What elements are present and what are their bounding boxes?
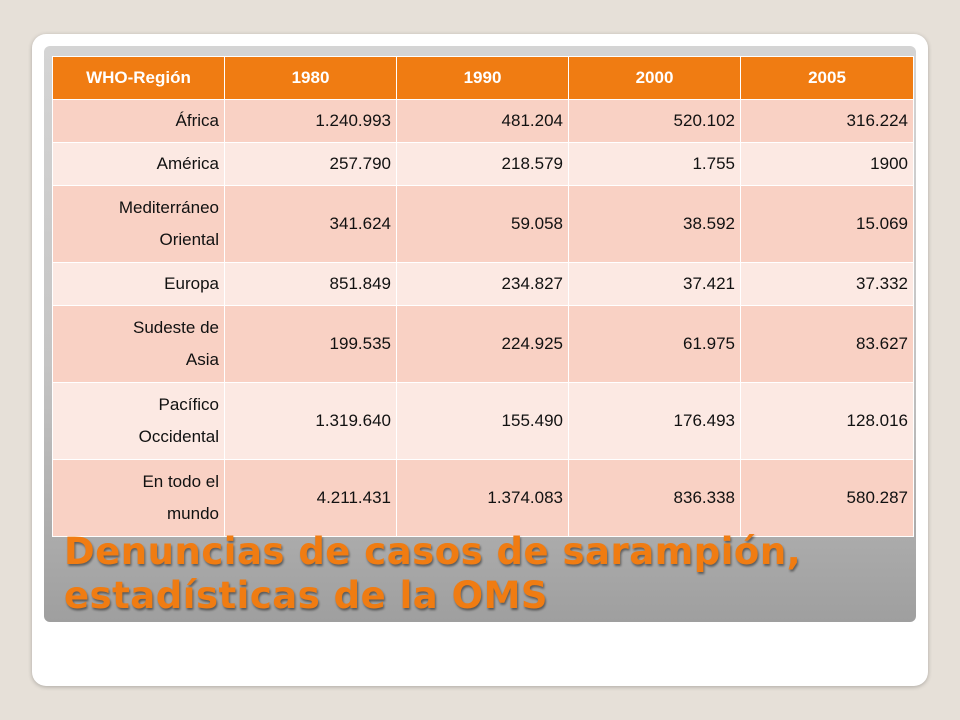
- region-label: América: [156, 154, 219, 173]
- region-cell: Pacífico Occidental: [52, 382, 225, 460]
- value-cell: 1.240.993: [224, 99, 397, 143]
- value-cell: 520.102: [568, 99, 741, 143]
- region-label: Europa: [164, 274, 219, 293]
- header-1980: 1980: [224, 56, 397, 100]
- region-label: En todo el: [142, 472, 219, 491]
- region-cell: Mediterráneo Oriental: [52, 185, 225, 263]
- region-label: Pacífico: [158, 395, 219, 414]
- table-row: América 257.790 218.579 1.755 1900: [52, 142, 914, 186]
- value-cell: 316.224: [740, 99, 914, 143]
- value-cell: 199.535: [224, 305, 397, 383]
- value-cell: 15.069: [740, 185, 914, 263]
- region-cell: América: [52, 142, 225, 186]
- measles-cases-table: WHO-Región 1980 1990 2000 2005 África 1.…: [52, 56, 914, 537]
- table-row: En todo el mundo 4.211.431 1.374.083 836.…: [52, 459, 914, 537]
- value-cell: 224.925: [396, 305, 569, 383]
- table-row: Europa 851.849 234.827 37.421 37.332: [52, 262, 914, 306]
- region-label: Oriental: [159, 230, 219, 249]
- region-label: mundo: [167, 504, 219, 523]
- value-cell: 1.319.640: [224, 382, 397, 460]
- value-cell: 61.975: [568, 305, 741, 383]
- value-cell: 1.374.083: [396, 459, 569, 537]
- value-cell: 1900: [740, 142, 914, 186]
- table-row: África 1.240.993 481.204 520.102 316.224: [52, 99, 914, 143]
- region-label: Asia: [185, 350, 219, 369]
- region-label: Mediterráneo: [118, 198, 219, 217]
- value-cell: 38.592: [568, 185, 741, 263]
- region-cell: Europa: [52, 262, 225, 306]
- region-cell: Sudeste de Asia: [52, 305, 225, 383]
- region-label: Occidental: [138, 427, 219, 446]
- header-2005: 2005: [740, 56, 914, 100]
- value-cell: 234.827: [396, 262, 569, 306]
- value-cell: 4.211.431: [224, 459, 397, 537]
- slide-title-line: Denuncias de casos de sarampión,: [64, 530, 802, 573]
- value-cell: 37.421: [568, 262, 741, 306]
- region-label: Sudeste de: [132, 318, 219, 337]
- slide-title: Denuncias de casos de sarampión, estadíst…: [64, 530, 924, 618]
- value-cell: 128.016: [740, 382, 914, 460]
- value-cell: 481.204: [396, 99, 569, 143]
- header-region: WHO-Región: [52, 56, 225, 100]
- value-cell: 59.058: [396, 185, 569, 263]
- value-cell: 218.579: [396, 142, 569, 186]
- header-1990: 1990: [396, 56, 569, 100]
- table-row: Mediterráneo Oriental 341.624 59.058 38.5…: [52, 185, 914, 263]
- value-cell: 1.755: [568, 142, 741, 186]
- value-cell: 851.849: [224, 262, 397, 306]
- value-cell: 341.624: [224, 185, 397, 263]
- value-cell: 176.493: [568, 382, 741, 460]
- header-2000: 2000: [568, 56, 741, 100]
- value-cell: 836.338: [568, 459, 741, 537]
- region-cell: África: [52, 99, 225, 143]
- table-row: Sudeste de Asia 199.535 224.925 61.975 83…: [52, 305, 914, 383]
- slide-title-line: estadísticas de la OMS: [64, 574, 549, 617]
- region-cell: En todo el mundo: [52, 459, 225, 537]
- value-cell: 83.627: [740, 305, 914, 383]
- region-label: África: [175, 111, 219, 130]
- table-header-row: WHO-Región 1980 1990 2000 2005: [52, 56, 914, 100]
- value-cell: 37.332: [740, 262, 914, 306]
- value-cell: 257.790: [224, 142, 397, 186]
- value-cell: 155.490: [396, 382, 569, 460]
- value-cell: 580.287: [740, 459, 914, 537]
- table-row: Pacífico Occidental 1.319.640 155.490 176…: [52, 382, 914, 460]
